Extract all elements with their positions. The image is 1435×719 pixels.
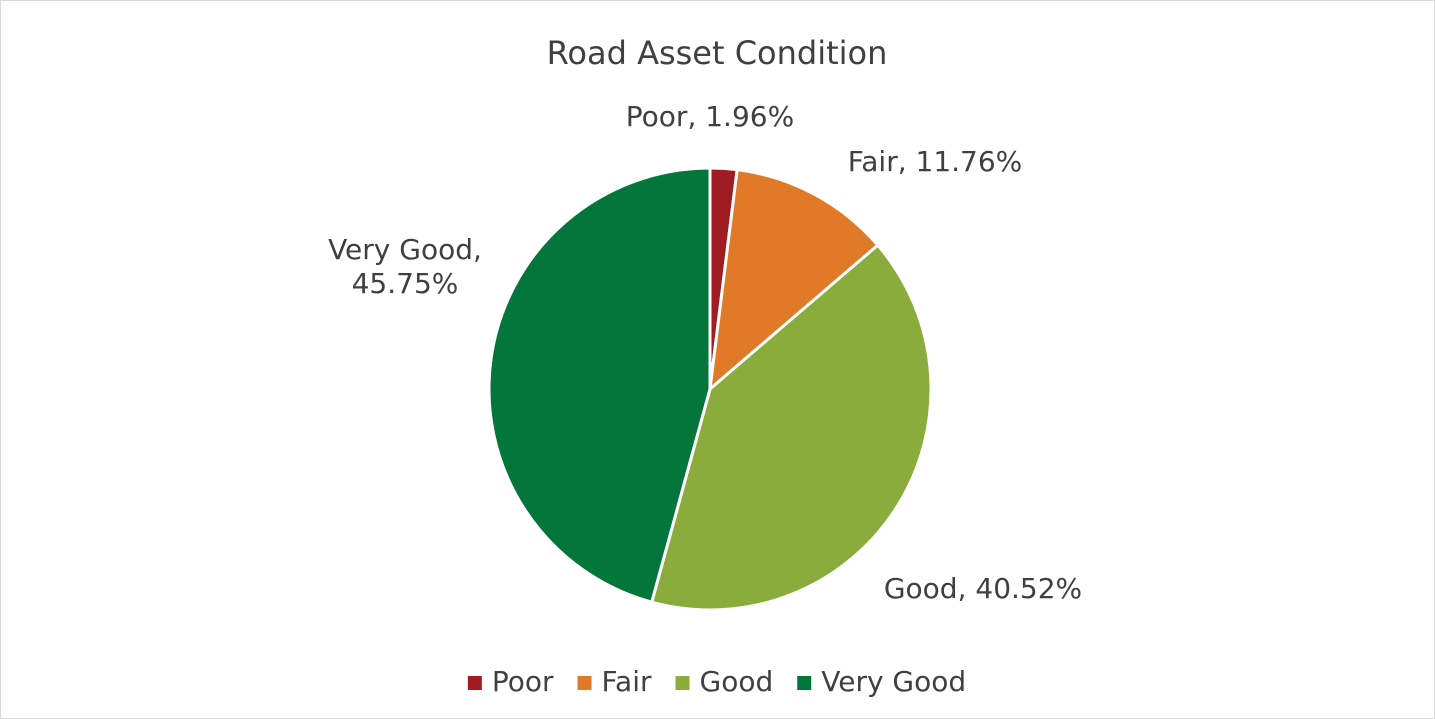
pie-slice (649, 243, 933, 612)
chart-title: Road Asset Condition (547, 34, 888, 72)
data-label: Good, 40.52% (884, 572, 1082, 605)
legend-label: Fair (602, 665, 652, 698)
legend-swatch (467, 676, 482, 690)
legend-swatch (675, 676, 690, 690)
data-label: Fair, 11.76% (848, 145, 1023, 178)
data-label: Poor, 1.96% (626, 100, 794, 133)
data-label: Very Good, (328, 233, 482, 266)
legend-swatch (797, 676, 812, 690)
legend-swatch (577, 676, 592, 690)
pie-slice (708, 168, 880, 393)
legend-label: Poor (492, 665, 554, 698)
legend-label: Very Good (821, 665, 966, 698)
data-label: 45.75% (352, 267, 459, 300)
legend-label: Good (700, 665, 774, 698)
pie-slice (487, 166, 712, 605)
